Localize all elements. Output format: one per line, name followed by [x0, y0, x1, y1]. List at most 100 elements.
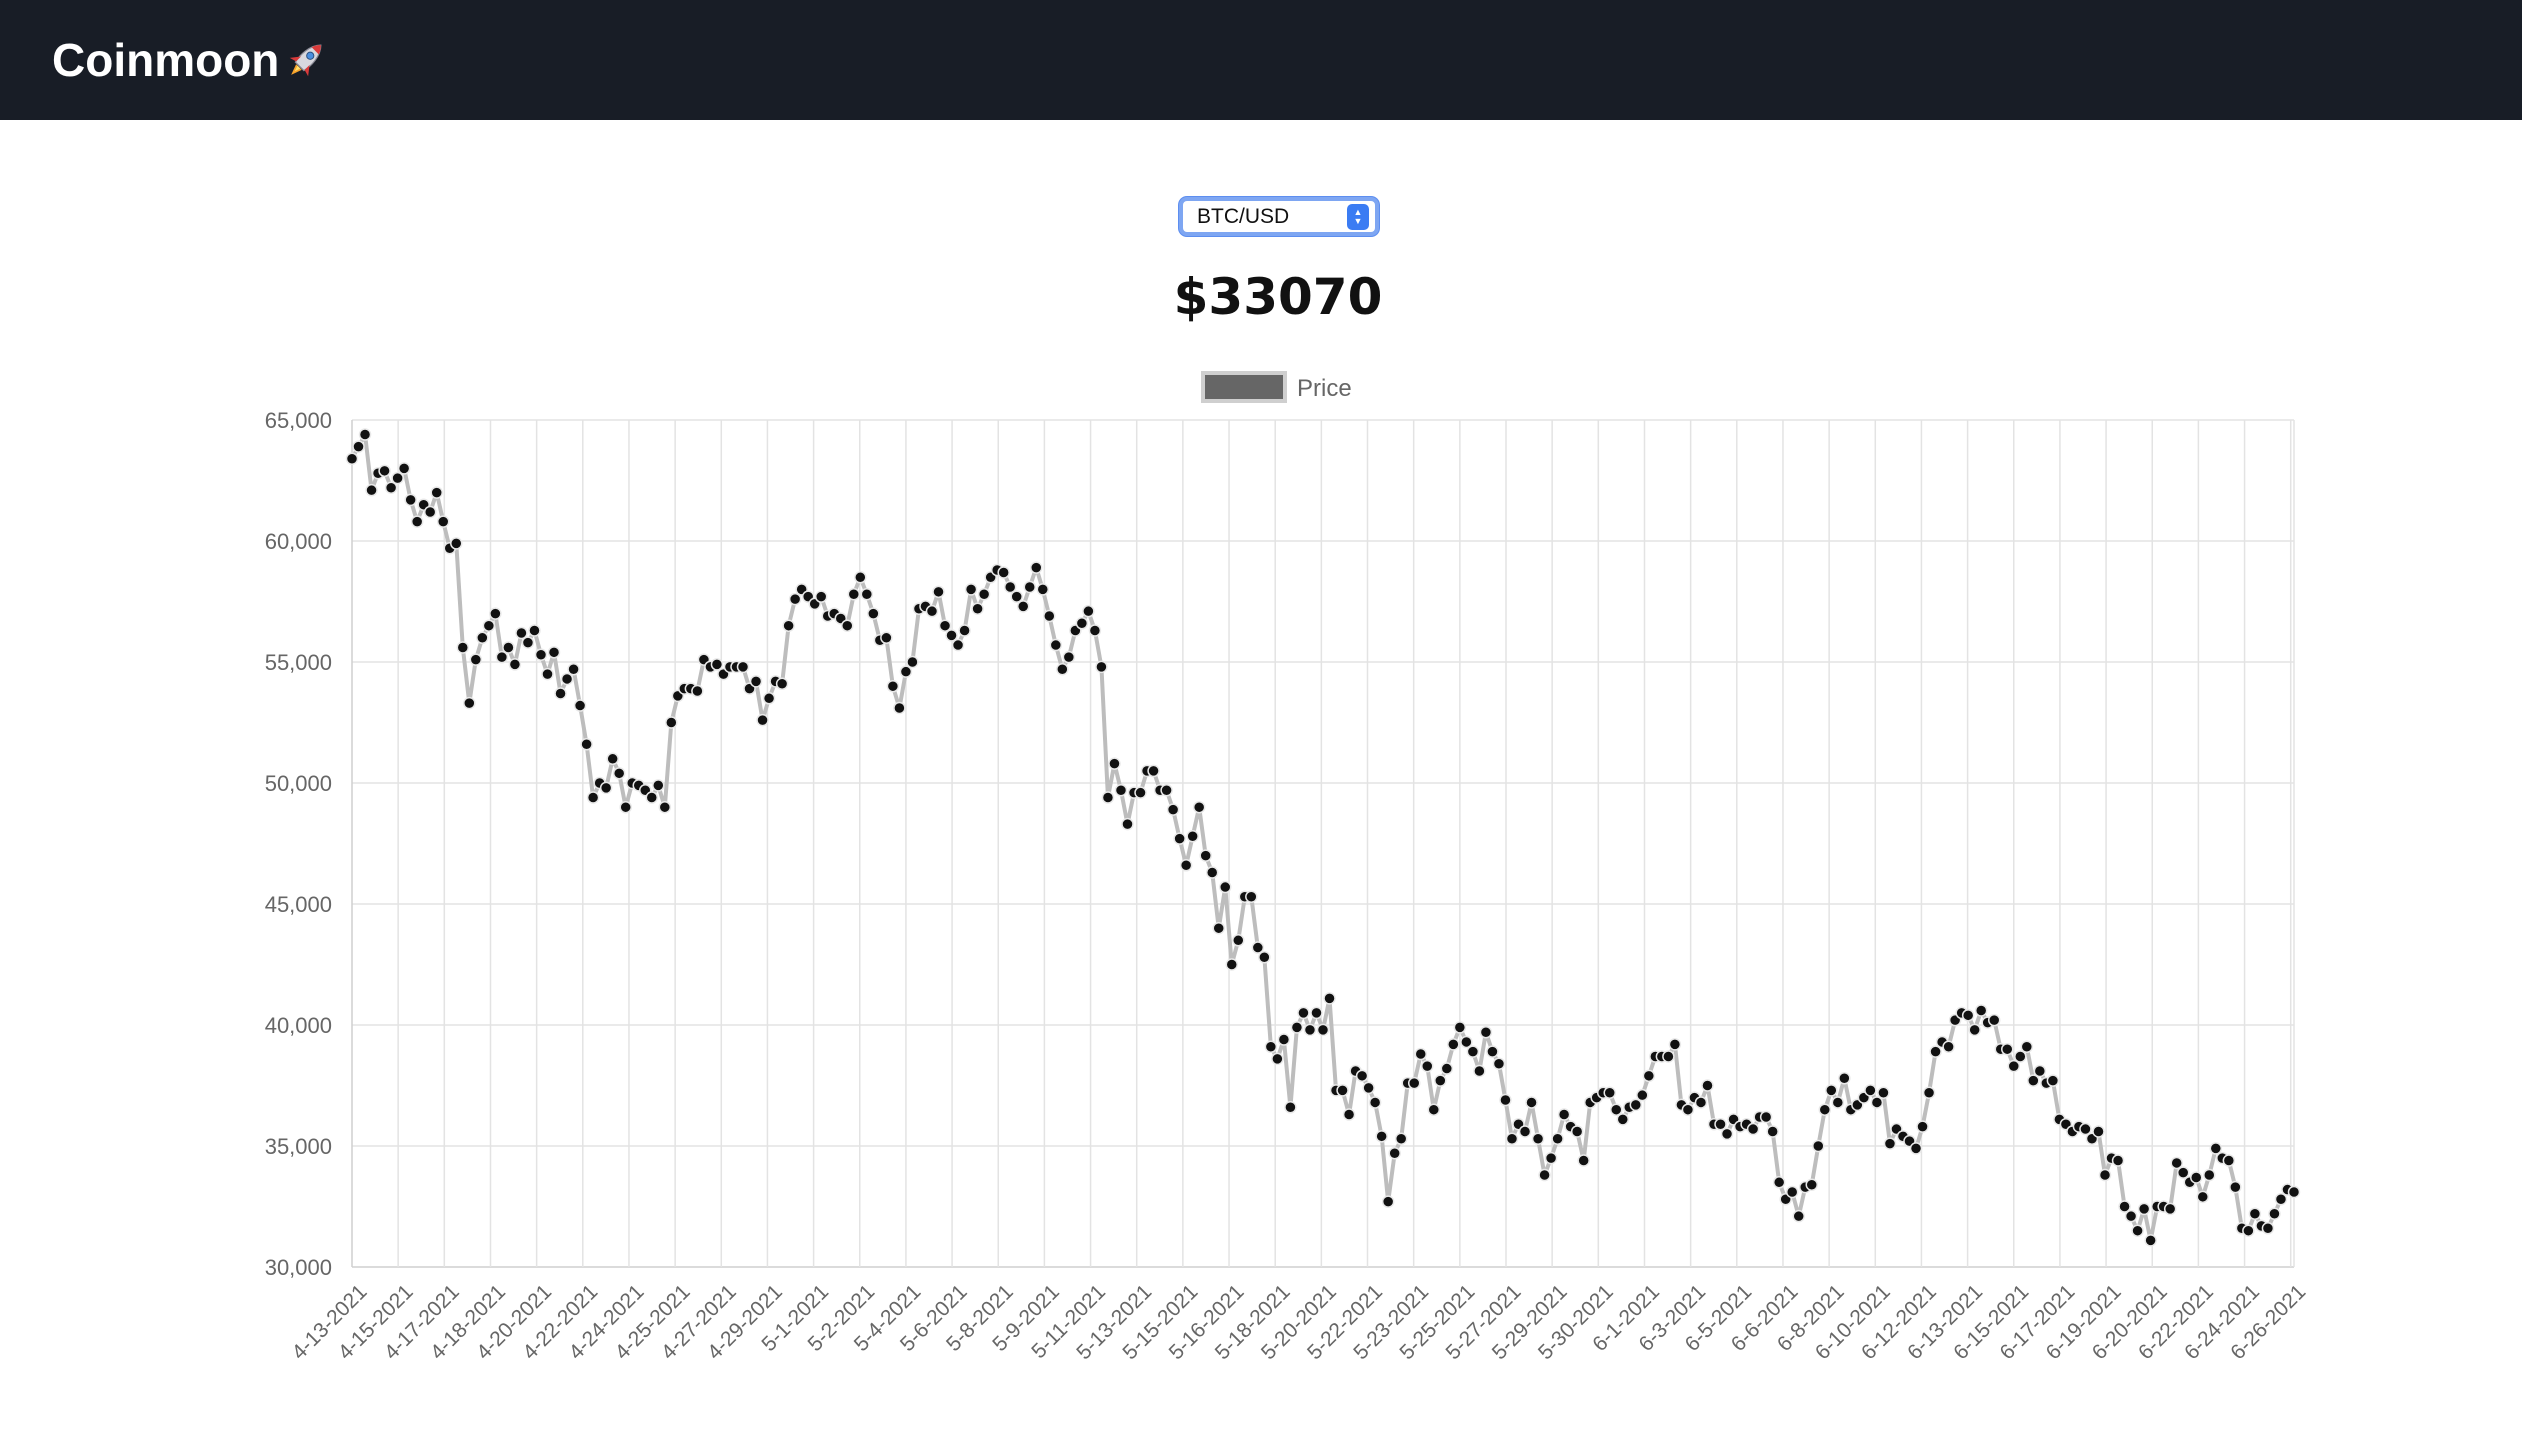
data-point[interactable] — [951, 638, 965, 652]
data-point[interactable] — [502, 641, 515, 654]
currency-pair-select[interactable]: BTC/USD ▲ ▼ — [1179, 197, 1379, 236]
data-point[interactable] — [775, 677, 789, 691]
data-point[interactable] — [606, 752, 619, 766]
data-point[interactable] — [1772, 1176, 1786, 1189]
data-point[interactable] — [436, 515, 450, 528]
data-point[interactable] — [971, 602, 984, 616]
data-point[interactable] — [1701, 1079, 1714, 1092]
data-point[interactable] — [1662, 1050, 1675, 1063]
data-point[interactable] — [749, 675, 763, 688]
data-point[interactable] — [1108, 757, 1121, 770]
data-point[interactable] — [397, 462, 411, 475]
data-point[interactable] — [1557, 1108, 1571, 1121]
data-point[interactable] — [2079, 1122, 2092, 1136]
data-point[interactable] — [1166, 803, 1180, 816]
data-point[interactable] — [2001, 1042, 2014, 1056]
data-point[interactable] — [1766, 1125, 1779, 1138]
data-point[interactable] — [463, 696, 476, 710]
data-point[interactable] — [1297, 1006, 1310, 1020]
data-point[interactable] — [899, 665, 913, 678]
data-point[interactable] — [391, 471, 404, 485]
data-point[interactable] — [554, 687, 567, 700]
data-point[interactable] — [2203, 1168, 2216, 1182]
data-point[interactable] — [1003, 580, 1017, 594]
data-point[interactable] — [1232, 934, 1245, 947]
data-point[interactable] — [1368, 1096, 1382, 1109]
data-point[interactable] — [2189, 1171, 2203, 1184]
data-point[interactable] — [1336, 1084, 1349, 1097]
data-point[interactable] — [997, 566, 1010, 579]
data-point[interactable] — [1421, 1059, 1434, 1073]
data-point[interactable] — [1473, 1064, 1486, 1078]
data-point[interactable] — [1916, 1120, 1929, 1133]
data-point[interactable] — [1134, 786, 1147, 799]
data-point[interactable] — [2092, 1125, 2105, 1138]
data-point[interactable] — [867, 607, 880, 620]
data-point[interactable] — [1825, 1084, 1838, 1097]
data-point[interactable] — [1629, 1098, 1643, 1112]
data-point[interactable] — [1968, 1023, 1981, 1037]
data-point[interactable] — [1694, 1096, 1708, 1109]
data-point[interactable] — [958, 624, 971, 637]
data-point[interactable] — [1010, 590, 1023, 603]
data-point[interactable] — [599, 781, 613, 795]
data-point[interactable] — [1049, 638, 1063, 652]
data-point[interactable] — [560, 672, 574, 686]
data-point[interactable] — [1942, 1040, 1955, 1054]
data-point[interactable] — [2137, 1202, 2151, 1216]
data-point[interactable] — [515, 626, 528, 640]
data-point[interactable] — [964, 583, 978, 596]
data-point[interactable] — [1453, 1021, 1467, 1034]
data-point[interactable] — [573, 699, 587, 712]
data-point[interactable] — [1518, 1125, 1532, 1138]
data-point[interactable] — [2209, 1142, 2223, 1155]
data-point[interactable] — [645, 791, 659, 804]
data-point[interactable] — [378, 464, 391, 478]
data-point[interactable] — [521, 636, 535, 649]
data-point[interactable] — [2261, 1222, 2275, 1235]
data-point[interactable] — [482, 619, 496, 632]
data-point[interactable] — [404, 493, 417, 507]
data-point[interactable] — [1785, 1185, 1799, 1199]
data-point[interactable] — [1746, 1122, 1760, 1136]
data-point[interactable] — [1258, 950, 1271, 964]
data-point[interactable] — [1909, 1142, 1923, 1155]
data-point[interactable] — [1538, 1168, 1551, 1182]
data-point[interactable] — [489, 607, 502, 620]
data-point[interactable] — [1095, 660, 1108, 674]
data-point[interactable] — [1088, 624, 1102, 637]
data-point[interactable] — [1460, 1035, 1473, 1049]
data-point[interactable] — [1075, 617, 1089, 630]
data-point[interactable] — [2131, 1224, 2144, 1237]
data-point[interactable] — [1342, 1108, 1356, 1121]
data-point[interactable] — [612, 767, 626, 780]
data-point[interactable] — [2170, 1156, 2183, 1170]
data-point[interactable] — [665, 716, 678, 729]
data-point[interactable] — [508, 658, 522, 671]
data-point[interactable] — [1603, 1086, 1616, 1100]
data-point[interactable] — [2033, 1064, 2047, 1078]
data-point[interactable] — [2287, 1185, 2301, 1199]
data-point[interactable] — [1616, 1113, 1630, 1126]
data-point[interactable] — [1323, 992, 1336, 1005]
data-point[interactable] — [1883, 1137, 1897, 1150]
data-point[interactable] — [886, 679, 900, 693]
data-point[interactable] — [841, 619, 854, 632]
data-point[interactable] — [534, 648, 548, 661]
data-point[interactable] — [658, 800, 672, 814]
data-point[interactable] — [1245, 890, 1258, 903]
data-point[interactable] — [710, 658, 724, 671]
data-point[interactable] — [925, 604, 939, 618]
data-point[interactable] — [1577, 1154, 1590, 1167]
data-point[interactable] — [450, 537, 463, 550]
data-point[interactable] — [2268, 1207, 2281, 1221]
data-point[interactable] — [736, 660, 750, 674]
data-point[interactable] — [1922, 1086, 1936, 1100]
data-point[interactable] — [528, 624, 541, 637]
data-point[interactable] — [1355, 1069, 1369, 1083]
data-point[interactable] — [1505, 1132, 1519, 1145]
data-point[interactable] — [2111, 1154, 2125, 1167]
data-point[interactable] — [1362, 1081, 1375, 1095]
data-point[interactable] — [495, 650, 509, 664]
data-point[interactable] — [365, 483, 378, 497]
